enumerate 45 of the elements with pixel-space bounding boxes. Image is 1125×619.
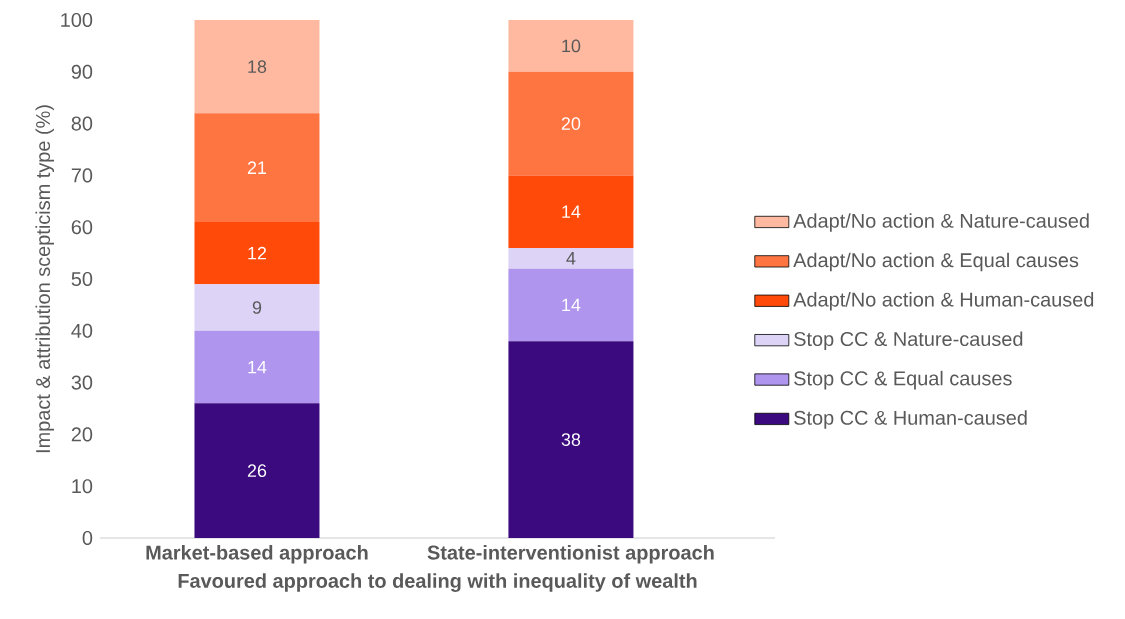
bar [194,284,320,331]
legend-label: Adapt/No action & Nature-caused [793,213,1089,232]
y-tick-label: 50 [71,271,93,287]
y-tick-label: 60 [71,220,93,235]
y-tick-label: 70 [71,168,93,183]
legend-label: Adapt/No action & Human-caused [793,292,1094,311]
data-label: 20 [561,117,581,130]
x-tick-label: Market-based approach [146,545,368,564]
y-tick-label: 0 [82,530,93,546]
y-tick-label: 40 [71,323,93,338]
data-label: 9 [252,301,262,314]
data-label: 10 [562,39,581,53]
bar [508,247,634,269]
bar [508,268,634,342]
x-axis-title: Favoured approach to dealing with inequality of wealth [178,573,697,592]
legend-label: Stop CC & Nature-caused [794,331,1023,350]
data-label: 12 [248,246,267,260]
bar [194,403,320,538]
legend-label: Stop CC & Equal causes [794,370,1012,390]
y-tick-label: 10 [72,479,93,494]
y-tick-label: 80 [71,116,93,131]
legend-label: Adapt/No action & Equal causes [793,252,1079,272]
data-label: 18 [248,60,267,73]
data-label: 26 [247,464,267,478]
bar [508,71,634,176]
y-axis-title: Impact & attribution scepticism type (%) [35,105,55,453]
bar [194,222,320,285]
y-tick-label: 30 [71,375,93,390]
data-label: 21 [247,161,267,174]
x-tick-label: State-interventionist approach [427,545,714,564]
data-label: 14 [562,205,581,218]
legend-label: Stop CC & Human-caused [794,410,1027,429]
bar [194,20,320,114]
data-label: 38 [561,433,581,446]
bar [194,113,320,223]
y-tick-label: 20 [71,427,93,442]
bar [508,175,634,248]
bar [508,341,634,538]
bar [194,330,320,404]
data-label: 14 [248,360,267,374]
data-label: 4 [566,252,576,265]
bar [508,20,634,72]
y-tick-label: 100 [61,12,93,28]
data-label: 14 [562,298,581,312]
y-tick-label: 90 [71,64,93,79]
